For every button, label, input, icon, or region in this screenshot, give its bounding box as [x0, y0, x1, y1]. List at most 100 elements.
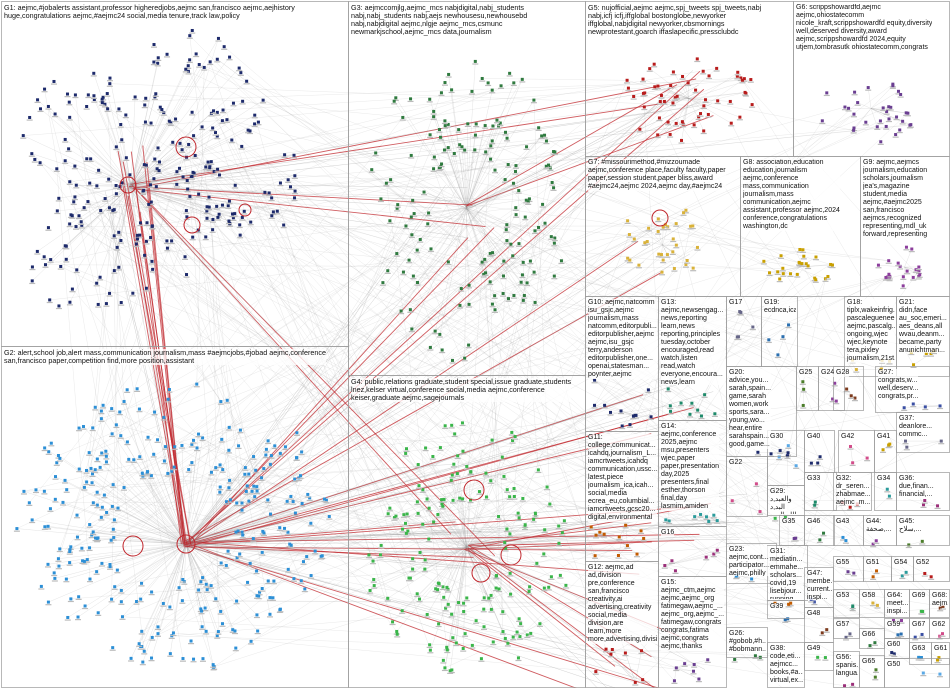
node — [758, 510, 762, 514]
node-shadow — [672, 572, 679, 574]
edge — [406, 448, 467, 548]
node-shadow — [530, 521, 537, 523]
node-shadow — [607, 414, 614, 416]
node — [425, 612, 429, 616]
edge — [466, 546, 511, 595]
node — [286, 178, 290, 182]
node-shadow — [841, 109, 848, 111]
node — [141, 660, 145, 664]
node-shadow — [658, 256, 665, 258]
edge — [141, 543, 187, 647]
node — [86, 93, 90, 97]
node — [691, 266, 695, 270]
node — [309, 521, 313, 525]
node — [143, 253, 147, 257]
node-shadow — [408, 218, 415, 221]
node — [814, 278, 818, 282]
edge — [661, 244, 663, 255]
edge — [185, 496, 291, 545]
node — [293, 477, 297, 481]
node-shadow — [189, 32, 196, 34]
node-shadow — [263, 451, 270, 453]
node-shadow — [399, 612, 406, 614]
node-shadow — [634, 556, 641, 558]
edge — [133, 105, 699, 188]
node-shadow — [88, 536, 95, 539]
node-shadow — [188, 464, 195, 466]
node-shadow — [219, 471, 226, 473]
node — [484, 495, 488, 499]
hub-node — [119, 176, 137, 194]
node — [208, 60, 212, 64]
edge — [66, 185, 132, 247]
node-shadow — [292, 193, 299, 195]
edge — [23, 464, 454, 492]
node — [218, 485, 222, 489]
node-shadow — [287, 498, 294, 500]
node-shadow — [916, 276, 923, 278]
node — [55, 167, 59, 171]
node — [890, 651, 894, 655]
node-shadow — [425, 214, 432, 217]
node — [546, 163, 550, 167]
node-shadow — [266, 599, 273, 601]
node-shadow — [839, 539, 846, 541]
node-shadow — [481, 628, 488, 630]
node-shadow — [829, 401, 836, 403]
node-shadow — [241, 476, 248, 478]
node — [228, 478, 232, 482]
edge — [62, 502, 187, 545]
node-shadow — [110, 539, 117, 541]
node-shadow — [667, 407, 674, 410]
edge — [45, 185, 132, 265]
node — [91, 501, 95, 505]
node — [440, 348, 444, 352]
node-shadow — [538, 137, 545, 140]
node — [211, 218, 215, 222]
node — [252, 455, 256, 459]
edge — [248, 473, 530, 587]
node-shadow — [114, 510, 121, 512]
edge — [756, 483, 761, 512]
node-shadow — [414, 595, 421, 597]
node-shadow — [504, 491, 511, 493]
node-shadow — [113, 426, 120, 429]
edge — [466, 488, 515, 548]
node — [200, 609, 204, 613]
node-shadow — [463, 468, 470, 470]
node-shadow — [704, 661, 711, 663]
node — [533, 300, 537, 304]
node-shadow — [884, 491, 891, 493]
node-shadow — [901, 409, 908, 411]
node-shadow — [437, 449, 444, 451]
edge — [209, 165, 821, 457]
node-shadow — [714, 102, 721, 105]
node-shadow — [541, 590, 548, 592]
node-shadow — [626, 236, 633, 238]
node — [116, 506, 120, 510]
node-shadow — [555, 545, 562, 547]
node — [53, 112, 57, 116]
node-shadow — [270, 213, 277, 216]
node — [663, 564, 667, 568]
node — [885, 487, 889, 491]
node — [649, 415, 653, 419]
node-shadow — [41, 449, 48, 452]
hub-node — [463, 479, 485, 501]
node-shadow — [119, 618, 126, 620]
edge — [187, 546, 627, 661]
node-shadow — [287, 188, 294, 191]
node — [138, 221, 142, 225]
node-shadow — [66, 225, 73, 228]
node — [508, 532, 512, 536]
node-shadow — [234, 559, 241, 561]
node-shadow — [271, 447, 278, 450]
node-shadow — [262, 457, 269, 459]
node — [486, 81, 490, 85]
edge — [102, 102, 132, 187]
node-shadow — [820, 535, 827, 537]
node-shadow — [503, 231, 510, 233]
node-shadow — [503, 242, 510, 244]
edge — [430, 207, 467, 250]
node — [505, 239, 509, 243]
